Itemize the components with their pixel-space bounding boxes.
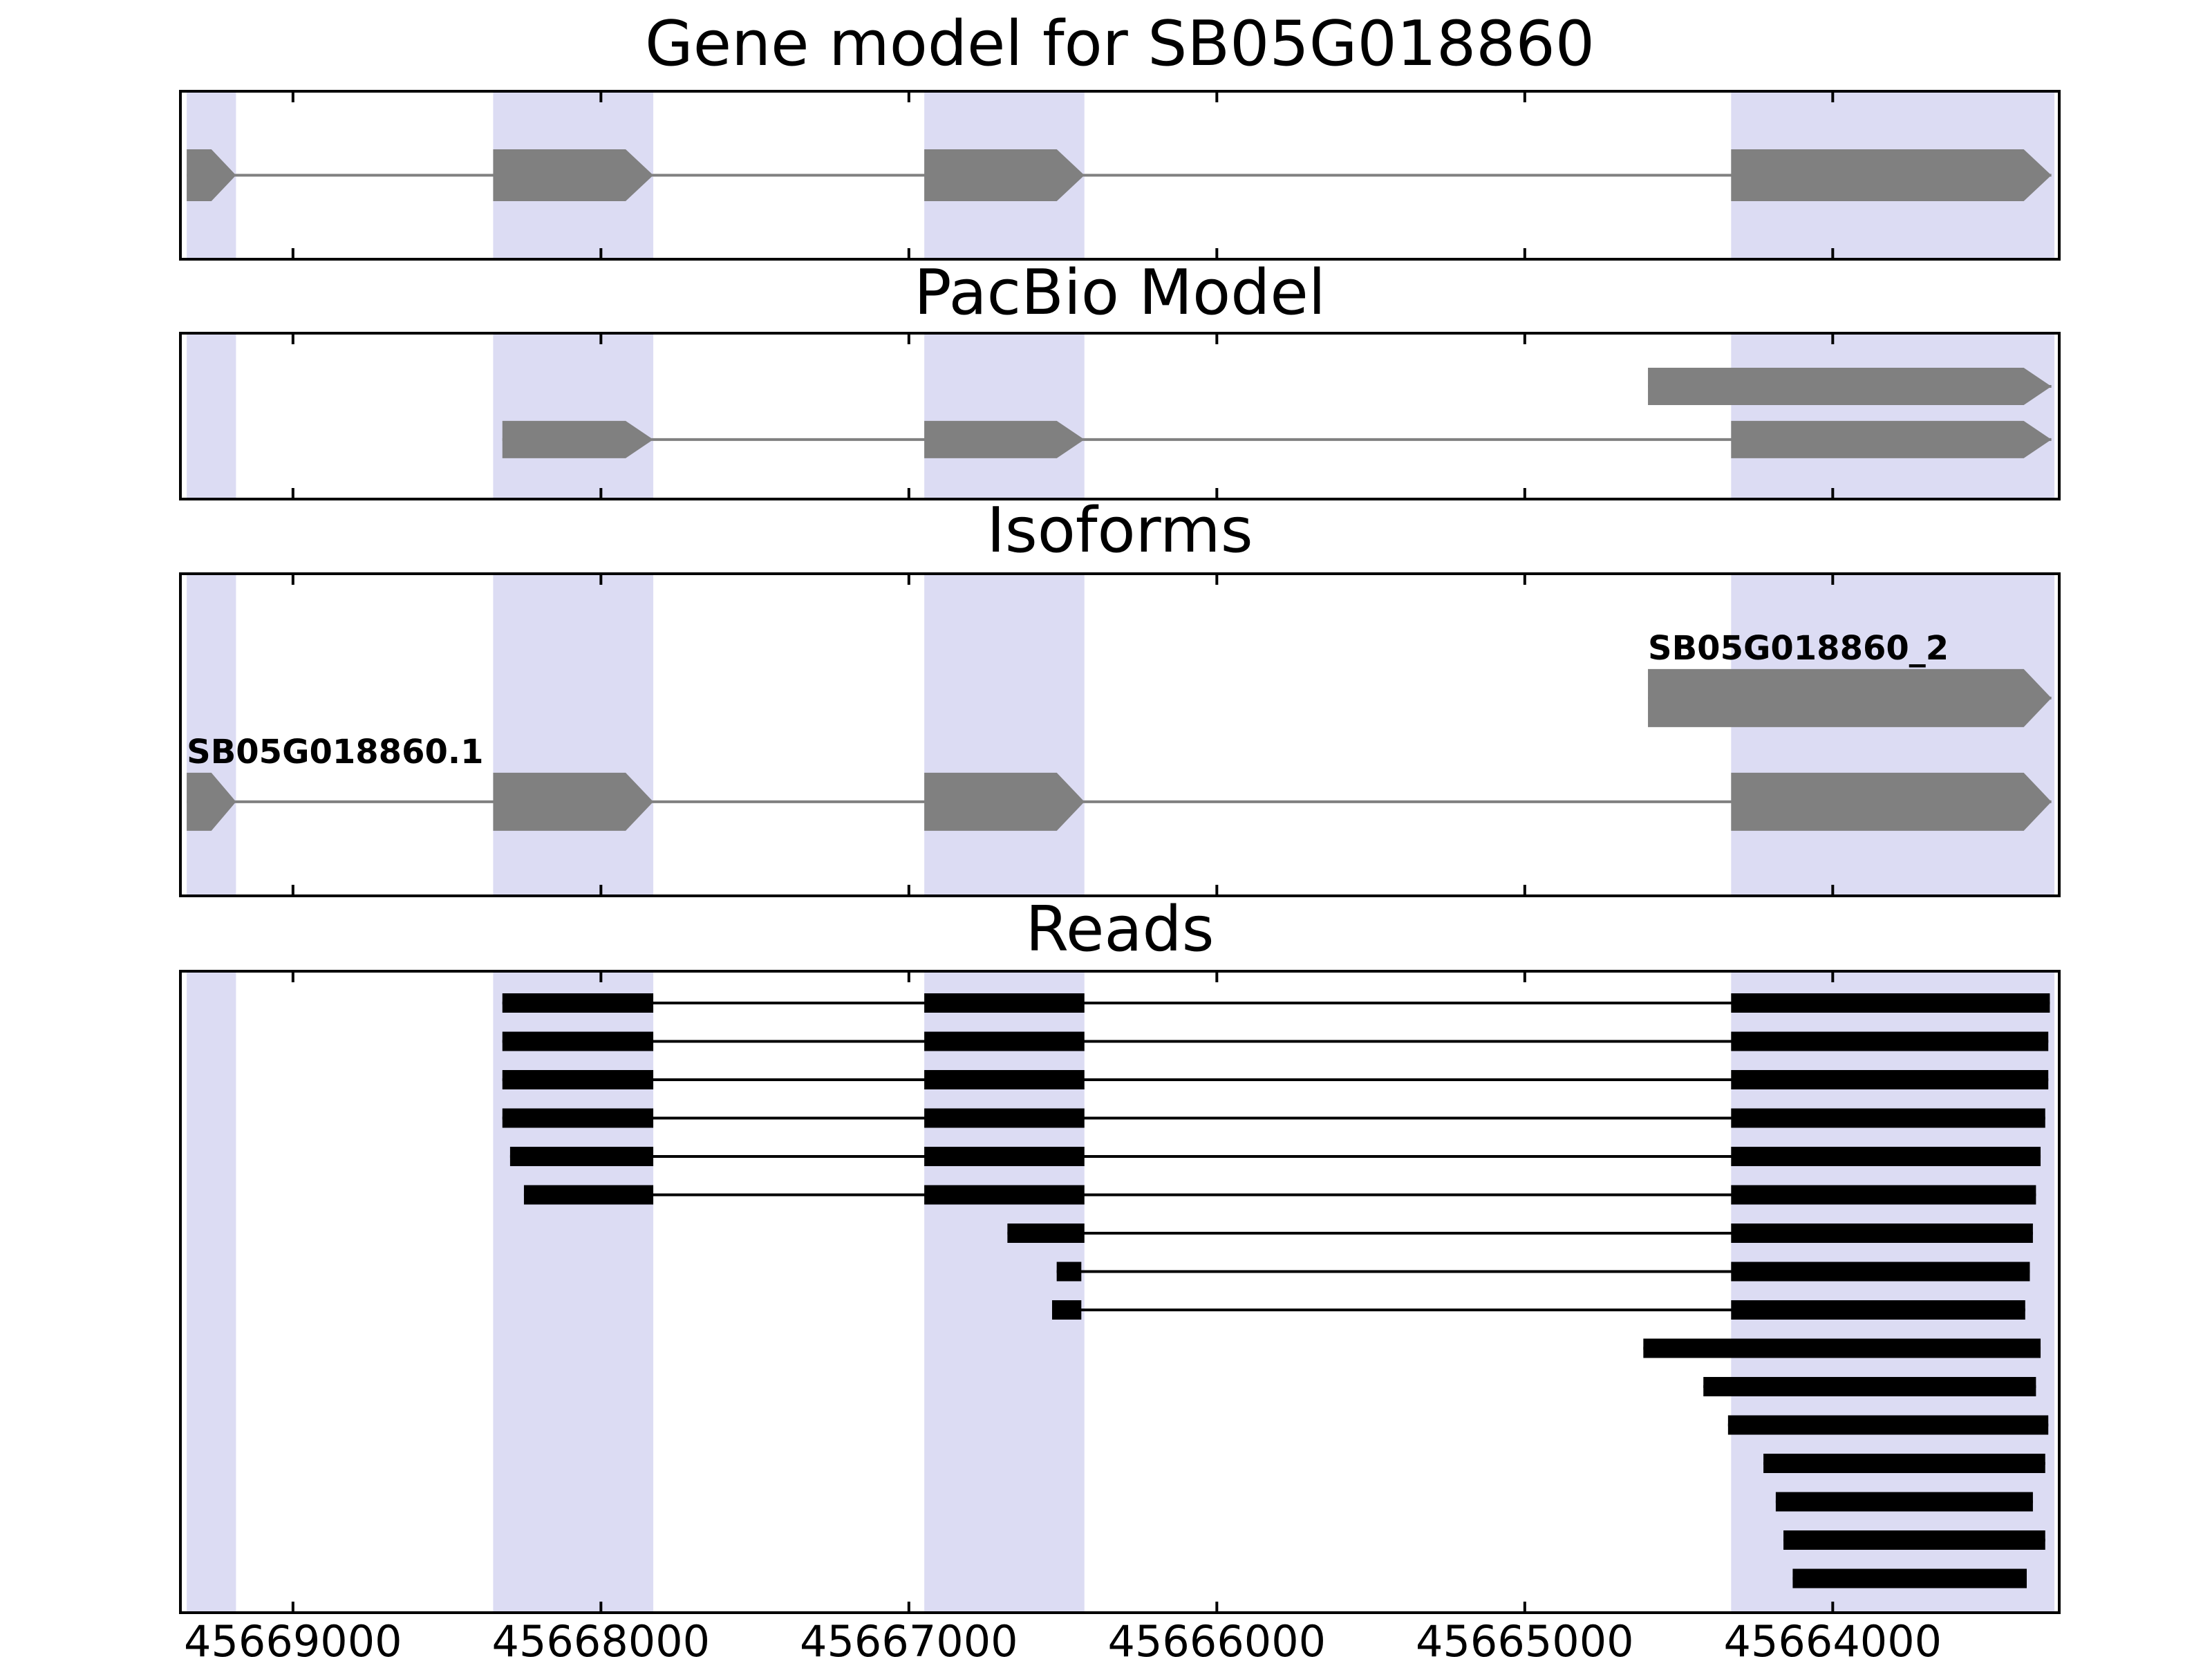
x-axis-tick-label: 45669000 [184,1616,402,1659]
panel-border [179,572,2061,897]
highlight-band [1731,572,2055,897]
exon-arrow [502,420,654,458]
exon-arrow [1648,668,2052,727]
panel-border [179,90,2061,261]
gene-model-track [179,90,2061,261]
panel-title-pacbio-model: PacBio Model [914,256,1326,329]
read-block [1731,1185,2036,1205]
highlight-band [493,572,654,897]
read-block [1731,1031,2049,1051]
highlight-band [493,332,654,500]
read-block [502,1070,654,1089]
read-block [1763,1454,2045,1473]
x-axis-tick-label: 45668000 [491,1616,711,1659]
highlight-band [187,332,236,500]
read-block [1792,1568,2027,1588]
exon-arrow [1731,149,2052,201]
exon-arrow [924,772,1085,831]
read-block [1703,1377,2036,1396]
exon-arrow [1648,368,2052,406]
panel-title-reads: Reads [1025,893,1215,966]
read-block [1783,1530,2045,1550]
x-axis-tick-label: 45665000 [1416,1616,1634,1659]
panel-border [179,970,2061,1614]
x-axis-tick-label: 45666000 [1107,1616,1327,1659]
highlight-band [924,970,1085,1614]
read-block [502,1031,654,1051]
exon-arrow [187,149,236,201]
highlight-band [924,332,1085,500]
read-block [509,1147,654,1166]
read-block [1775,1492,2033,1512]
exon-arrow [493,772,654,831]
read-block [523,1185,654,1205]
exon-arrow [924,420,1085,458]
x-axis: 45669000 45668000 45667000 45666000 45665000… [179,1618,2061,1659]
reads-track [179,970,2061,1614]
read-block [1056,1262,1082,1282]
highlight-band [1731,332,2055,500]
exon-arrow [493,149,654,201]
read-block [1731,993,2050,1013]
read-block [502,993,654,1013]
pacbio-model-track [179,332,2061,500]
read-block [1731,1300,2025,1320]
read-block [924,1147,1085,1166]
read-block [1731,1262,2030,1282]
read-block [924,993,1085,1013]
read-block [1643,1338,2041,1358]
read-block [924,1108,1085,1128]
read-block [1727,1415,2049,1435]
read-block [924,1031,1085,1051]
isoforms-track: SB05G018860_2 SB05G018860.1 [179,572,2061,897]
isoform-label: SB05G018860_2 [1648,629,1949,668]
read-block [1731,1224,2033,1243]
x-axis-tick-label: 45664000 [1723,1616,1942,1659]
read-block [1731,1108,2045,1128]
read-block [1007,1224,1085,1243]
exon-arrow [187,772,236,831]
exon-arrow [1731,420,2052,458]
highlight-band [924,572,1085,897]
highlight-band [493,970,654,1614]
exon-arrow [924,149,1085,201]
highlight-band [187,572,236,897]
read-block [924,1070,1085,1089]
panel-title-isoforms: Isoforms [986,494,1253,567]
read-block [1731,1147,2041,1166]
read-block [1731,1070,2049,1089]
read-block [924,1185,1085,1205]
x-axis-tick-label: 45667000 [800,1616,1018,1659]
isoform-label: SB05G018860.1 [187,733,483,771]
highlight-band [1731,970,2055,1614]
exon-arrow [1731,772,2052,831]
highlight-band [187,970,236,1614]
read-block [1051,1300,1082,1320]
read-block [502,1108,654,1128]
panel-title-gene-model: Gene model for SB05G018860 [644,8,1595,80]
panel-border [179,332,2061,500]
